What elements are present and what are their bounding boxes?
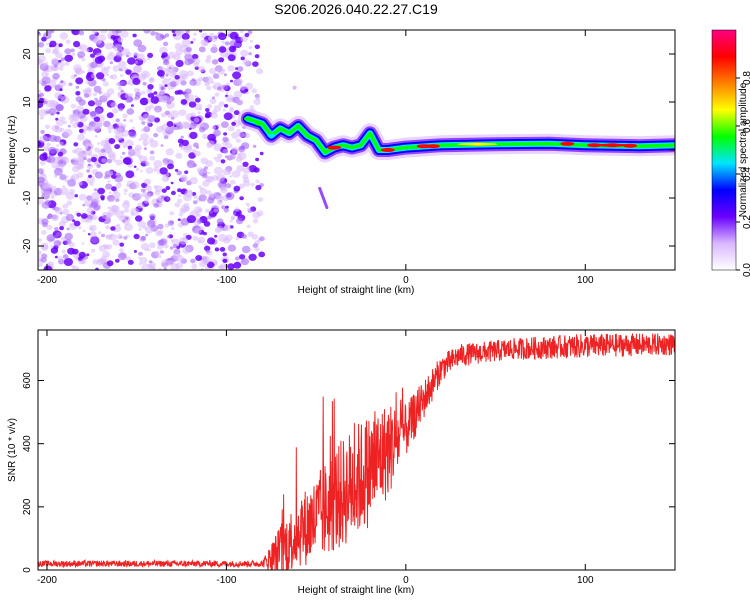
- colorbar: 0.0 0.2 0.4 0.6 0.8 Normalized spectral ampl…: [711, 29, 750, 277]
- colorbar-ticks: 0.0 0.2 0.4 0.6 0.8: [736, 71, 750, 277]
- colorbar-tick-label: 0.0: [742, 263, 750, 277]
- colorbar-tick-label: 0.4: [742, 167, 750, 181]
- x-tick-label: -100: [216, 575, 236, 586]
- y-tick-label: -20: [22, 238, 33, 253]
- snr-panel: -200 -100 0 100 0 200 400 600 Height of straig…: [7, 329, 676, 596]
- colorbar-tick-label: 0.8: [742, 71, 750, 85]
- x-tick-label: 100: [577, 575, 594, 586]
- y-tick-label: 200: [22, 498, 33, 515]
- spectrogram-x-label: Height of straight line (km): [298, 285, 415, 296]
- y-tick-label: -10: [22, 190, 33, 205]
- x-tick-label: -100: [216, 275, 236, 286]
- colorbar-label: Normalized spectral amplitude: [738, 82, 749, 217]
- y-tick-label: 10: [22, 96, 33, 108]
- y-tick-label: 600: [22, 372, 33, 389]
- colorbar-tick-label: 0.6: [742, 119, 750, 133]
- y-tick-label: 20: [22, 48, 33, 60]
- spectrogram-x-axis: -200 -100 0 100: [37, 30, 594, 286]
- y-tick-label: 0: [22, 147, 33, 153]
- snr-frame: [38, 330, 675, 570]
- snr-border: [37, 329, 676, 571]
- x-tick-label: 100: [577, 275, 594, 286]
- heatmap-noise-layer: [38, 30, 266, 270]
- x-tick-label: -200: [37, 275, 57, 286]
- spectrogram-y-label: Frequency (Hz): [7, 116, 18, 185]
- spectrogram-y-axis: -20 -10 0 10 20: [22, 48, 675, 253]
- snr-x-label: Height of straight line (km): [298, 585, 415, 596]
- snr-y-label: SNR (10 * v/v): [7, 418, 18, 482]
- colorbar-gradient: [711, 29, 737, 271]
- snr-series-line: [38, 333, 675, 570]
- heatmap-ridge-layer: [237, 85, 675, 210]
- colorbar-tick-label: 0.2: [742, 215, 750, 229]
- y-tick-label: 0: [22, 567, 33, 573]
- x-tick-label: 0: [403, 275, 409, 286]
- figure-title: S206.2026.040.22.27.C19: [274, 1, 438, 17]
- y-tick-label: 400: [22, 435, 33, 452]
- snr-y-axis: 0 200 400 600: [22, 372, 675, 573]
- snr-x-axis: -200 -100 0 100: [37, 330, 594, 586]
- x-tick-label: -200: [37, 575, 57, 586]
- x-tick-label: 0: [403, 575, 409, 586]
